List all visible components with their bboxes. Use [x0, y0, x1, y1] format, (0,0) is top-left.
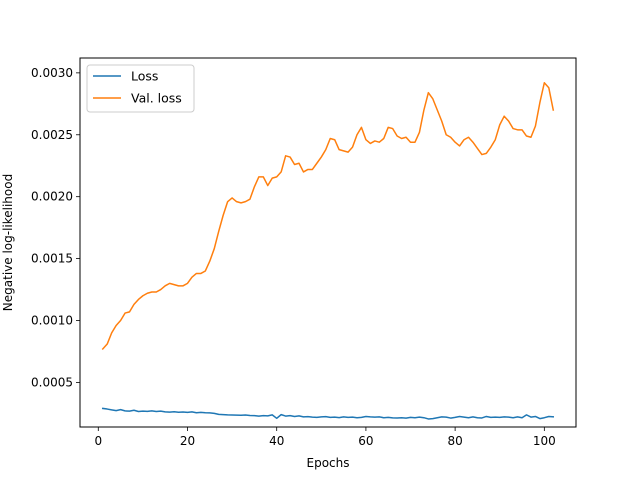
x-tick-label: 80	[447, 434, 462, 448]
axes-frame	[79, 57, 577, 428]
y-axis-label: Negative log-likelihood	[1, 174, 15, 311]
y-tick-label: 0.0025	[31, 128, 73, 142]
y-axis: 0.0005 0.0010 0.0015 0.0020 0.0025 0.0030	[31, 66, 80, 389]
y-tick-label: 0.0020	[31, 190, 73, 204]
x-tick-label: 0	[94, 434, 102, 448]
x-tick-label: 100	[533, 434, 556, 448]
y-tick-label: 0.0030	[31, 66, 73, 80]
x-tick-label: 40	[269, 434, 284, 448]
series-line-val-loss	[101, 82, 555, 351]
y-tick-label: 0.0015	[31, 252, 73, 266]
x-tick-label: 20	[180, 434, 195, 448]
x-axis-label: Epochs	[307, 456, 350, 470]
legend-label-loss: Loss	[131, 69, 158, 84]
legend-label-val-loss: Val. loss	[131, 91, 182, 106]
y-tick-label: 0.0010	[31, 314, 73, 328]
x-tick-label: 60	[358, 434, 373, 448]
series-line-loss	[101, 407, 555, 420]
y-tick-label: 0.0005	[31, 375, 73, 389]
plot-area	[101, 82, 555, 420]
x-axis: 0 20 40 60 80 100	[94, 427, 556, 448]
legend: Loss Val. loss	[86, 64, 195, 113]
